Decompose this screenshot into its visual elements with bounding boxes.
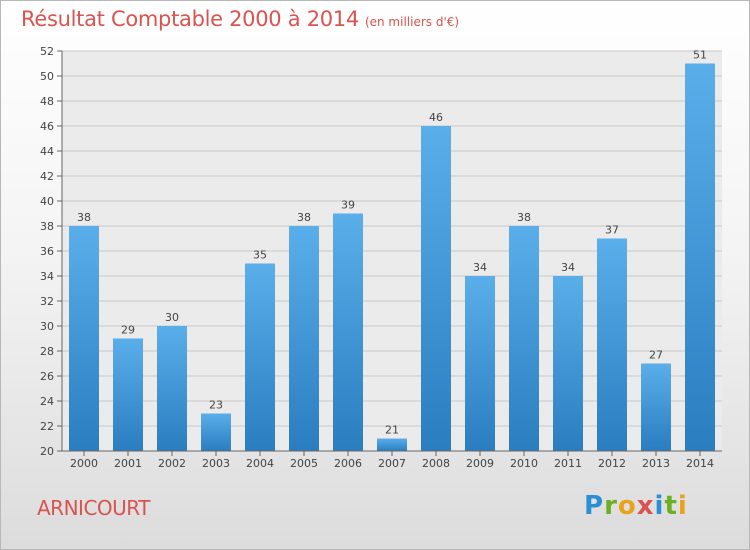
x-tick-label-2004: 2004 bbox=[246, 457, 274, 470]
y-tick-label: 42 bbox=[40, 170, 54, 183]
x-tick-label-2002: 2002 bbox=[158, 457, 186, 470]
chart-unit-text: (en milliers d'€) bbox=[364, 15, 460, 29]
bar-2000 bbox=[69, 226, 99, 451]
logo-letter: i bbox=[654, 491, 665, 521]
logo-letter: x bbox=[636, 491, 655, 521]
bar-2008 bbox=[421, 126, 451, 451]
y-tick-label: 20 bbox=[40, 445, 54, 458]
proxiti-logo[interactable]: Proxiti bbox=[584, 491, 688, 521]
data-label-2010: 38 bbox=[517, 211, 531, 224]
bar-2013 bbox=[641, 363, 671, 451]
data-label-2007: 21 bbox=[385, 424, 399, 437]
bar-2004 bbox=[245, 263, 275, 451]
x-tick-label-2013: 2013 bbox=[642, 457, 670, 470]
y-tick-label: 26 bbox=[40, 370, 54, 383]
data-label-2005: 38 bbox=[297, 211, 311, 224]
y-tick-label: 30 bbox=[40, 320, 54, 333]
y-tick-label: 40 bbox=[40, 195, 54, 208]
logo-letter: r bbox=[604, 491, 618, 521]
data-label-2000: 38 bbox=[77, 211, 91, 224]
data-label-2003: 23 bbox=[209, 399, 223, 412]
y-tick-label: 44 bbox=[40, 145, 54, 158]
x-tick-label-2001: 2001 bbox=[114, 457, 142, 470]
data-label-2004: 35 bbox=[253, 249, 267, 262]
x-tick-label-2005: 2005 bbox=[290, 457, 318, 470]
bar-2012 bbox=[597, 238, 627, 451]
bar-2001 bbox=[113, 338, 143, 451]
data-label-2009: 34 bbox=[473, 261, 487, 274]
logo-letter: P bbox=[584, 491, 605, 521]
data-label-2008: 46 bbox=[429, 111, 443, 124]
data-label-2013: 27 bbox=[649, 349, 663, 362]
data-label-2002: 30 bbox=[165, 311, 179, 324]
logo-letter: i bbox=[677, 491, 688, 521]
bar-2010 bbox=[509, 226, 539, 451]
x-tick-label-2011: 2011 bbox=[554, 457, 582, 470]
bar-2009 bbox=[465, 276, 495, 451]
y-tick-label: 36 bbox=[40, 245, 54, 258]
bar-2002 bbox=[157, 326, 187, 451]
data-label-2014: 51 bbox=[693, 49, 707, 62]
logo-letter: o bbox=[617, 491, 637, 521]
bars bbox=[69, 63, 715, 451]
y-tick-label: 32 bbox=[40, 295, 54, 308]
bar-2003 bbox=[201, 413, 231, 451]
x-tick-label-2003: 2003 bbox=[202, 457, 230, 470]
chart-title-text: Résultat Comptable 2000 à 2014 bbox=[21, 7, 359, 31]
y-tick-label: 50 bbox=[40, 70, 54, 83]
y-tick-label: 38 bbox=[40, 220, 54, 233]
y-tick-label: 24 bbox=[40, 395, 54, 408]
data-label-2001: 29 bbox=[121, 324, 135, 337]
logo-letter: t bbox=[664, 491, 678, 521]
x-tick-label-2000: 2000 bbox=[70, 457, 98, 470]
y-tick-label: 28 bbox=[40, 345, 54, 358]
chart-title: Résultat Comptable 2000 à 2014 (en millie… bbox=[21, 7, 459, 31]
labels: 20 22 24 26 28 30 32 34 36 38 40 42 44 46 48 50 52 38 2000… bbox=[40, 45, 714, 470]
x-tick-label-2012: 2012 bbox=[598, 457, 626, 470]
bar-2007 bbox=[377, 438, 407, 451]
x-tick-label-2014: 2014 bbox=[686, 457, 714, 470]
x-tick-label-2009: 2009 bbox=[466, 457, 494, 470]
y-tick-label: 34 bbox=[40, 270, 54, 283]
y-tick-label: 52 bbox=[40, 45, 54, 58]
bar-2006 bbox=[333, 213, 363, 451]
bar-2011 bbox=[553, 276, 583, 451]
x-tick-label-2010: 2010 bbox=[510, 457, 538, 470]
data-label-2012: 37 bbox=[605, 224, 619, 237]
data-label-2006: 39 bbox=[341, 199, 355, 212]
bar-2005 bbox=[289, 226, 319, 451]
axes bbox=[57, 50, 722, 456]
y-tick-label: 48 bbox=[40, 95, 54, 108]
commune-name: ARNICOURT bbox=[37, 496, 150, 520]
y-tick-label: 46 bbox=[40, 120, 54, 133]
x-tick-label-2008: 2008 bbox=[422, 457, 450, 470]
y-tick-label: 22 bbox=[40, 420, 54, 433]
x-tick-label-2006: 2006 bbox=[334, 457, 362, 470]
x-tick-label-2007: 2007 bbox=[378, 457, 406, 470]
data-label-2011: 34 bbox=[561, 261, 575, 274]
bar-2014 bbox=[685, 63, 715, 451]
